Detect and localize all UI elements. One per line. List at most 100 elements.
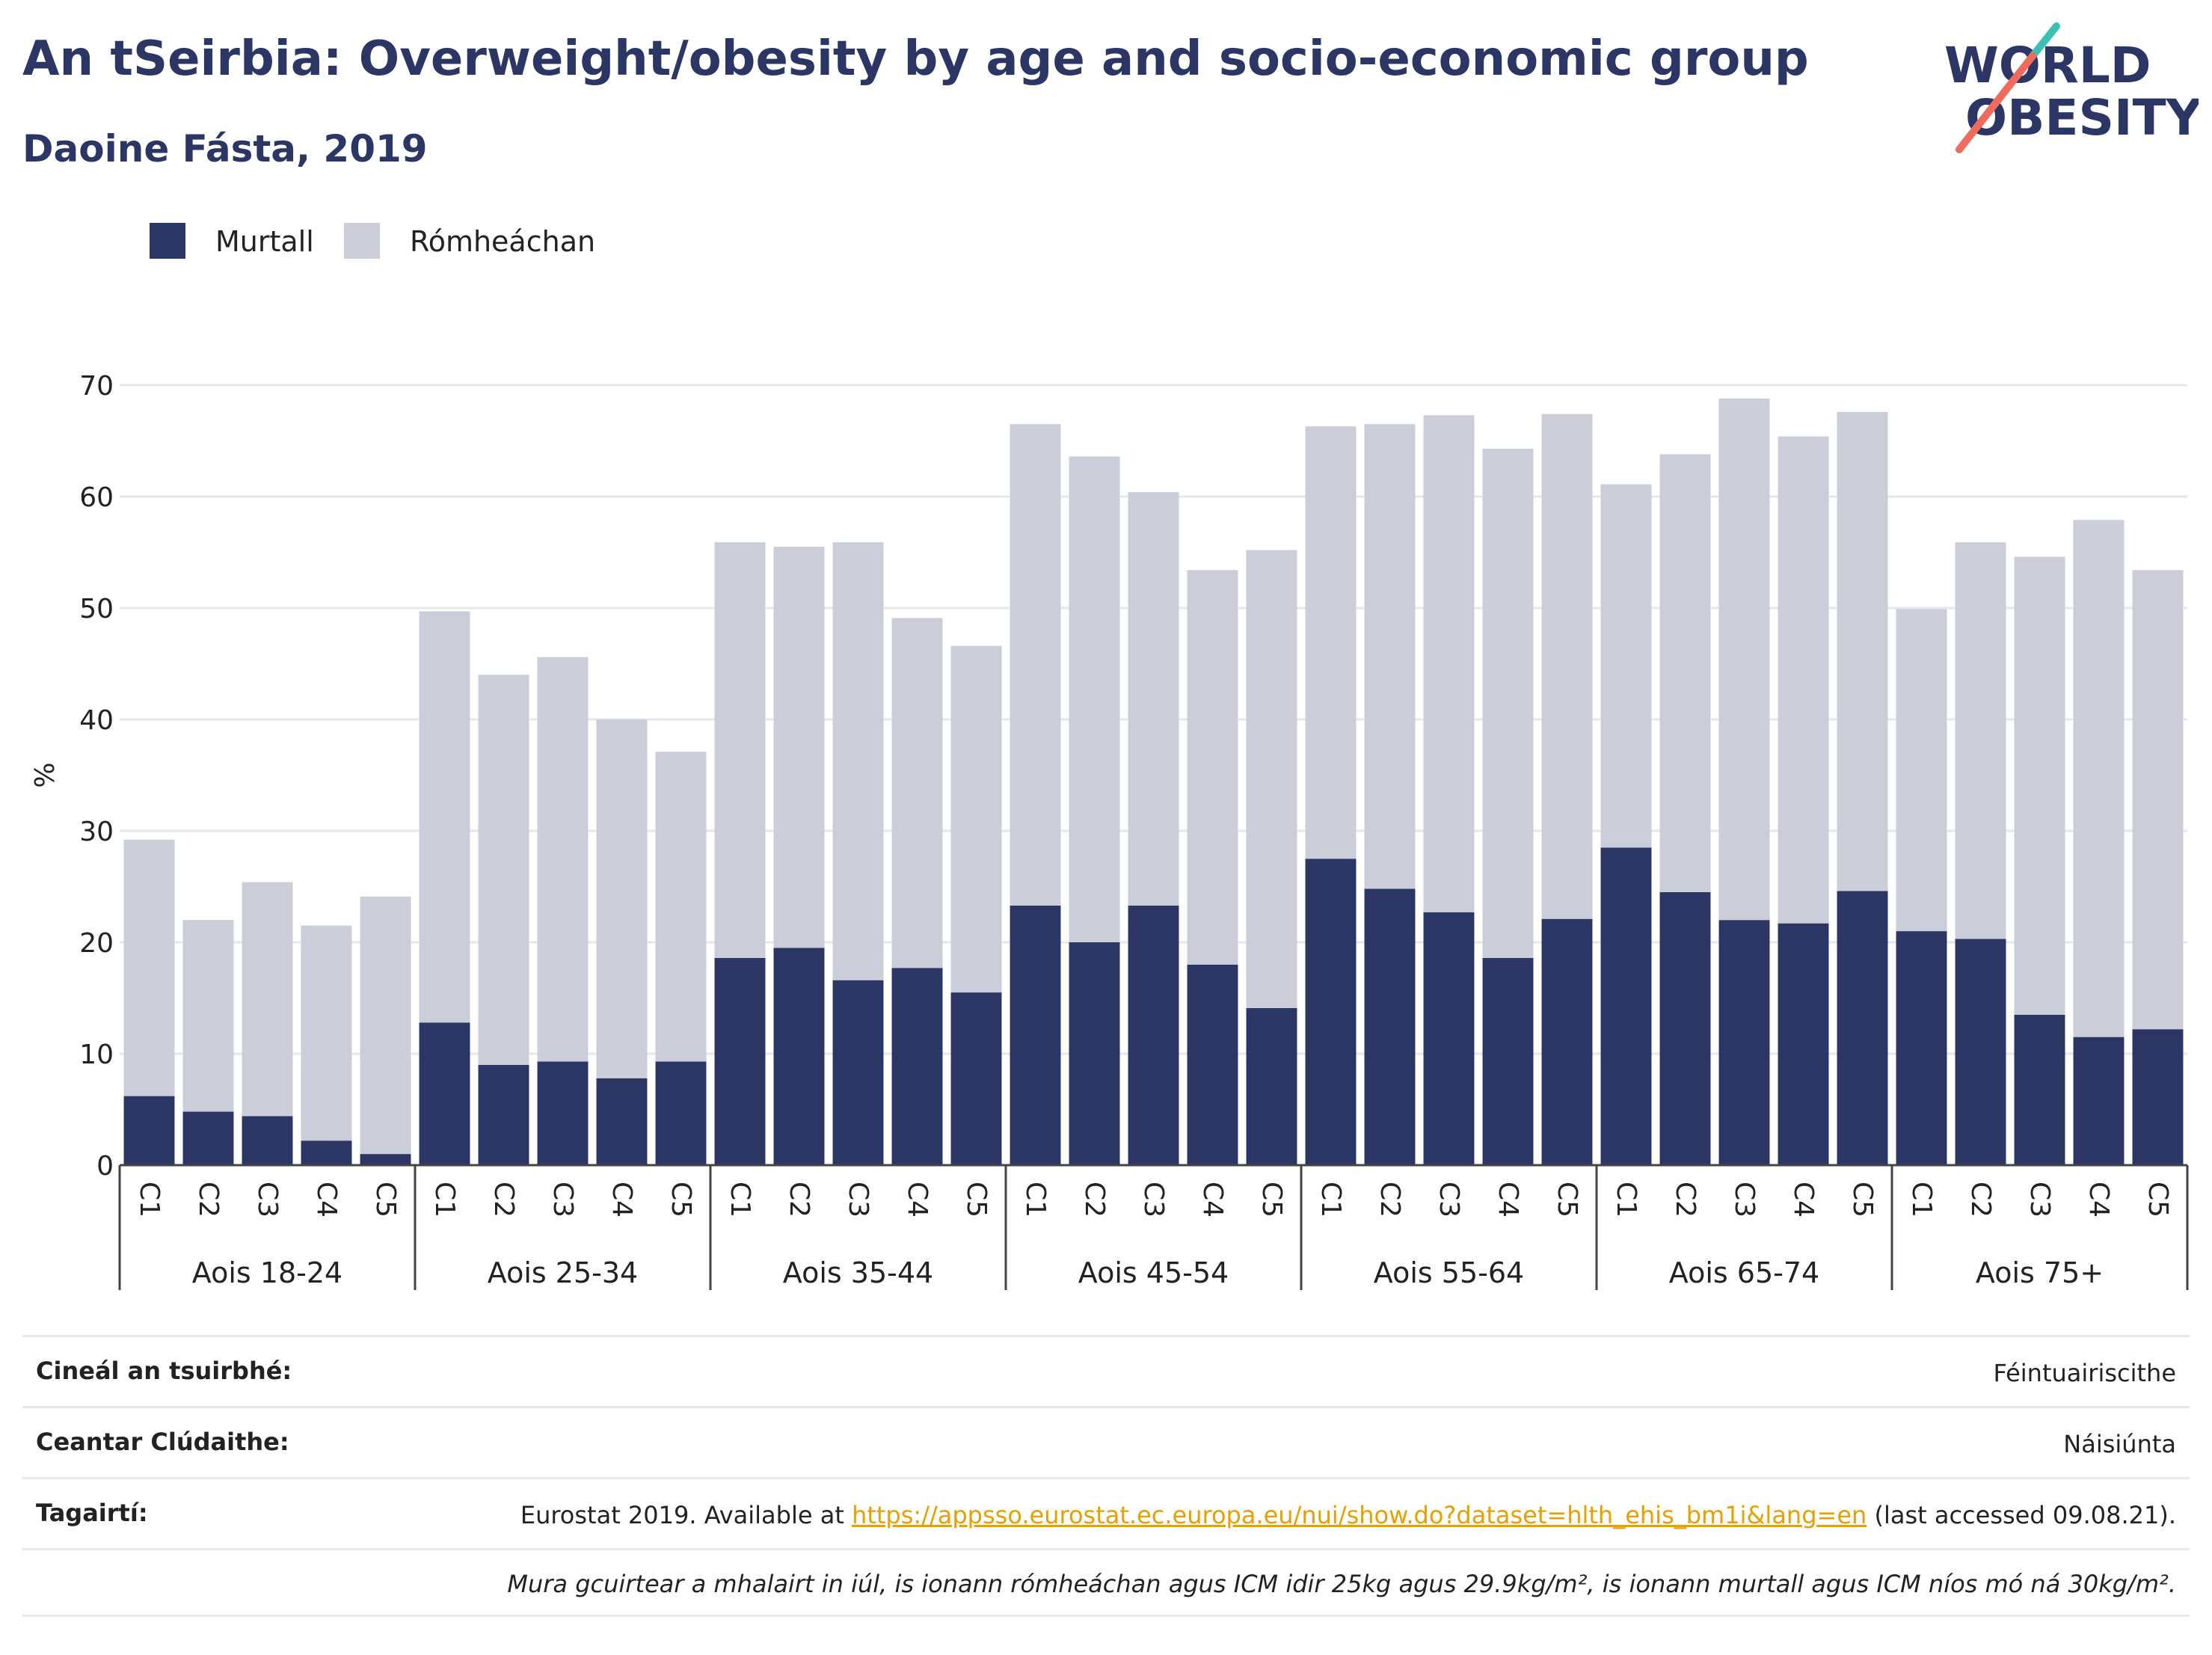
bar-overweight-7	[478, 675, 529, 1065]
bar-overweight-12	[773, 547, 825, 948]
bar-obese-30	[1837, 891, 1888, 1165]
logo-text-obesity: OBESITY	[1965, 89, 2199, 147]
bar-obese-8	[537, 1061, 589, 1165]
bar-obese-10	[655, 1061, 707, 1165]
footer-row-note: Mura gcuirtear a mhalairt in iúl, is ion…	[22, 1548, 2190, 1617]
bar-obese-23	[1423, 912, 1475, 1165]
bar-obese-32	[1955, 939, 2006, 1165]
x-group-label: Aois 55-64	[1374, 1256, 1524, 1289]
x-subcategory-label: C4	[2083, 1182, 2114, 1218]
x-subcategory-label: C3	[843, 1182, 873, 1218]
bar-overweight-14	[891, 618, 943, 968]
bar-overweight-26	[1600, 484, 1652, 848]
bar-obese-18	[1128, 905, 1179, 1165]
x-subcategory-label: C1	[1020, 1182, 1051, 1218]
bar-obese-12	[773, 948, 825, 1165]
bar-overweight-34	[2073, 520, 2125, 1037]
bar-overweight-25	[1541, 414, 1593, 919]
x-subcategory-label: C2	[1965, 1182, 1996, 1218]
x-subcategory-label: C1	[1906, 1182, 1937, 1218]
bar-obese-3	[242, 1116, 293, 1165]
bar-obese-13	[832, 980, 884, 1165]
survey-type-label: Cineál an tsuirbhé:	[36, 1357, 292, 1385]
y-tick-label: 60	[79, 482, 114, 513]
chart-subtitle: Daoine Fásta, 2019	[22, 127, 428, 171]
bar-overweight-35	[2132, 570, 2184, 1030]
x-subcategory-label: C4	[1788, 1182, 1819, 1218]
bar-obese-29	[1778, 923, 1829, 1165]
bar-overweight-31	[1896, 609, 1947, 932]
x-subcategory-label: C2	[488, 1182, 519, 1218]
footer-row-references: Tagairtí: Eurostat 2019. Available at ht…	[22, 1477, 2190, 1548]
bar-obese-7	[478, 1064, 529, 1165]
x-subcategory-label: C3	[1138, 1182, 1169, 1218]
bar-overweight-21	[1305, 426, 1357, 859]
x-axis: C1 C2 C3 C4 C5 C1 C2 C3 C4 C5 C1 C2 C3 C4 C5 C1 C2 C3 C4 C5…	[118, 1164, 2189, 1290]
bar-overweight-33	[2014, 556, 2065, 1015]
bar-obese-26	[1600, 847, 1652, 1165]
bar-overweight-9	[596, 719, 648, 1078]
x-subcategory-label: C1	[725, 1182, 755, 1218]
x-group-label: Aois 25-34	[488, 1256, 638, 1289]
bar-obese-21	[1305, 859, 1357, 1165]
bar-overweight-8	[537, 657, 589, 1062]
x-subcategory-label: C1	[429, 1182, 460, 1218]
reference-link[interactable]: https://appsso.eurostat.ec.europa.eu/nui…	[852, 1501, 1867, 1529]
footer-row-coverage: Ceantar Clúdaithe: Náisiúnta	[22, 1406, 2190, 1477]
bar-overweight-13	[832, 542, 884, 980]
x-group-label: Aois 45-54	[1078, 1256, 1229, 1289]
bar-obese-9	[596, 1078, 648, 1165]
x-subcategory-label: C5	[2142, 1182, 2173, 1218]
bar-overweight-11	[714, 542, 766, 958]
legend-swatch-2	[344, 223, 380, 259]
y-tick-label: 20	[79, 928, 114, 959]
x-group-label: Aois 35-44	[783, 1256, 933, 1289]
bar-obese-28	[1718, 920, 1770, 1165]
bar-obese-35	[2132, 1029, 2184, 1165]
bar-obese-27	[1659, 891, 1711, 1165]
y-tick-label: 10	[79, 1040, 114, 1070]
bar-obese-24	[1482, 957, 1534, 1165]
bar-obese-16	[1010, 905, 1061, 1165]
bar-overweight-27	[1659, 454, 1711, 892]
bar-obese-20	[1246, 1007, 1297, 1165]
bar-overweight-1	[123, 839, 175, 1096]
bar-overweight-4	[301, 925, 352, 1141]
y-axis-label: %	[30, 762, 61, 787]
bar-overweight-20	[1246, 550, 1297, 1008]
bar-overweight-28	[1718, 398, 1770, 921]
bar-obese-25	[1541, 918, 1593, 1165]
y-tick-label: 30	[79, 817, 114, 847]
bar-obese-31	[1896, 931, 1947, 1165]
bar-overweight-19	[1187, 570, 1238, 965]
legend-label-2: Rómheáchan	[410, 225, 595, 258]
world-obesity-logo: WORLD OBESITY	[1944, 22, 2199, 153]
x-subcategory-label: C4	[606, 1182, 637, 1218]
x-subcategory-label: C5	[370, 1182, 401, 1218]
bar-obese-34	[2073, 1037, 2125, 1165]
x-subcategory-label: C2	[1079, 1182, 1110, 1218]
reference-suffix: (last accessed 09.08.21).	[1867, 1501, 2176, 1529]
references-label: Tagairtí:	[36, 1499, 148, 1527]
bar-overweight-29	[1778, 436, 1829, 924]
bar-overweight-24	[1482, 448, 1534, 958]
bar-obese-5	[360, 1154, 411, 1165]
y-tick-label: 40	[79, 705, 114, 736]
x-subcategory-label: C1	[1315, 1182, 1346, 1218]
x-subcategory-label: C5	[961, 1182, 992, 1218]
x-subcategory-label: C2	[1670, 1182, 1701, 1218]
logo-text-world: WORLD	[1944, 37, 2151, 94]
footer-table: Cineál an tsuirbhé: Féintuairiscithe Cea…	[22, 1335, 2190, 1617]
bar-obese-4	[301, 1140, 352, 1165]
bar-obese-22	[1364, 888, 1416, 1165]
x-group-label: Aois 18-24	[192, 1256, 342, 1289]
bar-obese-1	[123, 1096, 175, 1165]
x-subcategory-label: C5	[666, 1182, 696, 1218]
bar-obese-15	[950, 992, 1002, 1165]
y-tick-label: 0	[96, 1151, 114, 1182]
x-group-label: Aois 65-74	[1669, 1256, 1819, 1289]
bar-overweight-22	[1364, 424, 1416, 889]
x-subcategory-label: C2	[784, 1182, 814, 1218]
footer-row-survey-type: Cineál an tsuirbhé: Féintuairiscithe	[22, 1335, 2190, 1406]
